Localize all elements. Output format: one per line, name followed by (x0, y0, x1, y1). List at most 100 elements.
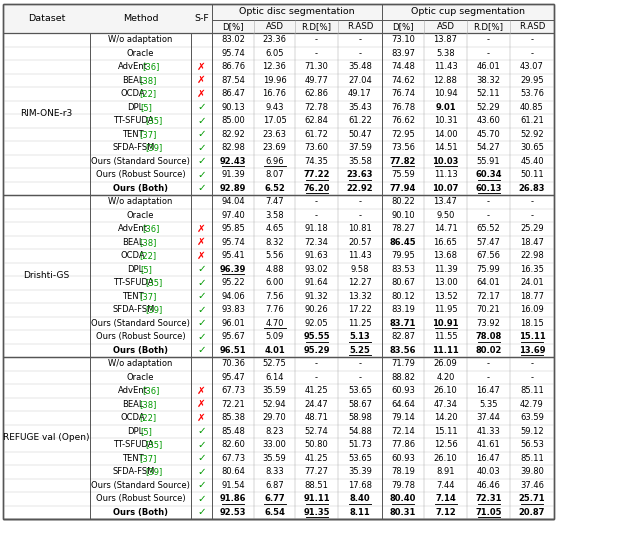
Text: 35.58: 35.58 (348, 157, 372, 166)
Text: 12.27: 12.27 (348, 278, 372, 287)
Text: 74.48: 74.48 (391, 62, 415, 71)
Text: 64.64: 64.64 (391, 400, 415, 409)
Text: Oracle: Oracle (127, 49, 154, 58)
Text: 60.34: 60.34 (476, 170, 502, 180)
Text: Method: Method (123, 14, 158, 23)
Bar (3, 276, 554, 289)
Text: 35.59: 35.59 (262, 386, 286, 395)
Text: [22]: [22] (140, 89, 156, 98)
Text: 82.60: 82.60 (221, 440, 245, 449)
Text: 77.27: 77.27 (305, 467, 328, 476)
Text: 95.85: 95.85 (221, 224, 245, 233)
Text: 52.11: 52.11 (477, 89, 500, 98)
Text: [38]: [38] (139, 238, 157, 247)
Text: 42.79: 42.79 (520, 400, 544, 409)
Text: 91.32: 91.32 (305, 292, 328, 301)
Text: AdvEnt: AdvEnt (118, 62, 148, 71)
Text: -: - (358, 373, 362, 382)
Text: 15.11: 15.11 (518, 332, 545, 341)
Text: 80.31: 80.31 (390, 508, 416, 517)
Text: 24.47: 24.47 (305, 400, 328, 409)
Text: 85.48: 85.48 (221, 426, 245, 436)
Text: 86.76: 86.76 (221, 62, 245, 71)
Text: 45.70: 45.70 (477, 130, 500, 139)
Bar (3, 127, 554, 141)
Bar (3, 411, 554, 424)
Text: 40.03: 40.03 (477, 467, 500, 476)
Text: Ours (Standard Source): Ours (Standard Source) (91, 319, 190, 327)
Text: 48.71: 48.71 (305, 413, 328, 422)
Text: ✓: ✓ (197, 467, 206, 477)
Bar (3, 154, 554, 168)
Bar (3, 46, 554, 60)
Text: -: - (315, 373, 318, 382)
Text: Ours (Both): Ours (Both) (113, 508, 168, 517)
Text: -: - (531, 359, 534, 368)
Text: 91.64: 91.64 (305, 278, 328, 287)
Text: 50.80: 50.80 (305, 440, 328, 449)
Bar (3, 73, 554, 87)
Text: 9.50: 9.50 (436, 211, 454, 220)
Text: 6.14: 6.14 (265, 373, 284, 382)
Text: OCDA: OCDA (121, 89, 145, 98)
Text: 40.85: 40.85 (520, 103, 544, 112)
Text: 7.12: 7.12 (435, 508, 456, 517)
Text: 76.74: 76.74 (391, 89, 415, 98)
Text: -: - (358, 359, 362, 368)
Text: 29.95: 29.95 (520, 76, 544, 85)
Bar (3, 195, 554, 208)
Bar (3, 101, 554, 114)
Text: 46.01: 46.01 (477, 62, 500, 71)
Text: ✗: ✗ (197, 75, 206, 85)
Text: 43.07: 43.07 (520, 62, 544, 71)
Text: SFDA-FSM: SFDA-FSM (112, 467, 154, 476)
Text: -: - (358, 49, 362, 58)
Text: 16.65: 16.65 (433, 238, 458, 247)
Text: 65.52: 65.52 (477, 224, 500, 233)
Text: 85.11: 85.11 (520, 454, 544, 463)
Text: 4.01: 4.01 (264, 346, 285, 355)
Text: 13.47: 13.47 (433, 197, 458, 206)
Text: 26.10: 26.10 (434, 454, 458, 463)
Text: Ours (Standard Source): Ours (Standard Source) (91, 481, 190, 490)
Text: 9.43: 9.43 (265, 103, 284, 112)
Text: 75.99: 75.99 (477, 265, 500, 274)
Text: 96.51: 96.51 (220, 346, 246, 355)
Text: [35]: [35] (145, 116, 163, 125)
Text: 39.80: 39.80 (520, 467, 544, 476)
Text: 75.59: 75.59 (391, 170, 415, 180)
Text: 61.21: 61.21 (520, 116, 544, 125)
Text: 13.32: 13.32 (348, 292, 372, 301)
Text: 95.74: 95.74 (221, 238, 245, 247)
Text: 14.71: 14.71 (434, 224, 458, 233)
Text: 64.01: 64.01 (477, 278, 500, 287)
Text: 72.34: 72.34 (305, 238, 328, 247)
Text: 72.78: 72.78 (305, 103, 328, 112)
Text: [39]: [39] (145, 305, 163, 314)
Text: 6.87: 6.87 (265, 481, 284, 490)
Text: 70.36: 70.36 (221, 359, 245, 368)
Text: W/o adaptation: W/o adaptation (108, 35, 173, 44)
Text: 86.47: 86.47 (221, 89, 245, 98)
Bar (3, 222, 554, 236)
Text: ✓: ✓ (197, 305, 206, 315)
Text: 82.87: 82.87 (391, 332, 415, 341)
Text: [35]: [35] (145, 440, 163, 449)
Text: 5.13: 5.13 (349, 332, 371, 341)
Text: ✓: ✓ (197, 507, 206, 517)
Bar (3, 303, 554, 317)
Bar (3, 438, 554, 452)
Text: 72.21: 72.21 (221, 400, 245, 409)
Text: -: - (487, 359, 490, 368)
Text: 77.22: 77.22 (303, 170, 330, 180)
Text: 41.33: 41.33 (477, 426, 500, 436)
Text: 74.35: 74.35 (305, 157, 328, 166)
Text: 9.01: 9.01 (435, 103, 456, 112)
Text: 37.59: 37.59 (348, 143, 372, 152)
Text: -: - (315, 49, 318, 58)
Text: 62.86: 62.86 (305, 89, 328, 98)
Text: 33.00: 33.00 (262, 440, 287, 449)
Text: BEAL: BEAL (122, 76, 144, 85)
Text: Oracle: Oracle (127, 373, 154, 382)
Text: 95.41: 95.41 (221, 251, 245, 260)
